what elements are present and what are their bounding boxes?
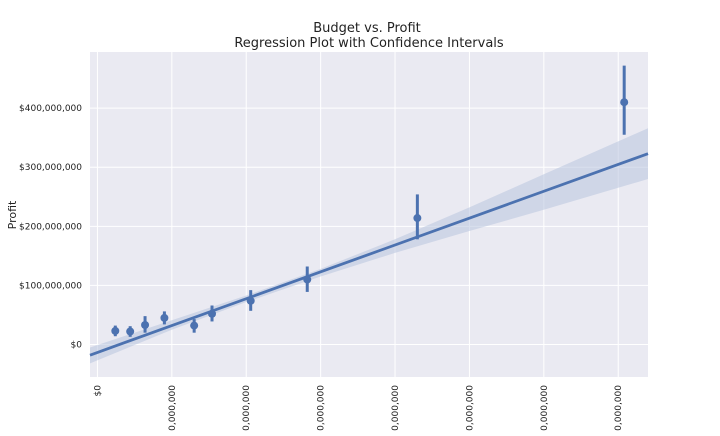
data-point: [303, 275, 312, 284]
y-tick-label: $300,000,000: [19, 163, 82, 173]
data-point: [208, 309, 217, 318]
data-point: [246, 296, 255, 305]
y-tick-label: $0: [71, 341, 83, 351]
data-point: [141, 321, 150, 329]
x-tick-label: 0,000,000: [391, 385, 401, 431]
data-point: [190, 321, 199, 330]
data-point: [126, 327, 135, 336]
x-tick-label: 0,000,000: [540, 385, 550, 431]
y-tick-labels: $0 $100,000,000 $200,000,000 $300,000,000 $4…: [19, 104, 82, 350]
x-tick-label: 0,000,000: [614, 385, 624, 431]
regression-line: [89, 152, 649, 357]
data-points: [111, 65, 629, 337]
y-axis-label: Profit: [6, 200, 19, 229]
chart-subtitle: Regression Plot with Confidence Interval…: [234, 36, 504, 51]
data-point: [413, 214, 422, 223]
chart-title: Budget vs. Profit: [313, 21, 421, 36]
x-tick-label: 0,000,000: [168, 385, 178, 431]
data-point: [160, 313, 169, 322]
y-tick-label: $100,000,000: [19, 281, 82, 291]
y-tick-label: $200,000,000: [19, 222, 82, 232]
data-point: [620, 98, 629, 107]
x-tick-labels: $0 0,000,000 0,000,000 0,000,000 0,000,000 0,…: [93, 385, 624, 431]
x-tick-label: 0,000,000: [317, 385, 327, 431]
y-tick-label: $400,000,000: [19, 104, 82, 114]
x-tick-label: 0,000,000: [465, 385, 475, 431]
x-tick-label: $0: [93, 385, 103, 397]
x-tick-label: 0,000,000: [242, 385, 252, 431]
data-point: [111, 326, 120, 335]
